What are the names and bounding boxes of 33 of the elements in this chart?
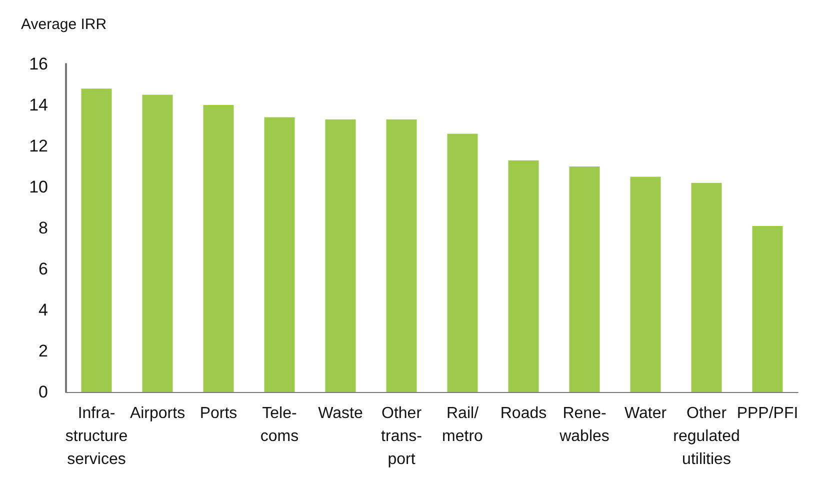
y-tick-label: 2 (38, 342, 48, 360)
bar (203, 105, 234, 392)
bar (264, 117, 295, 392)
x-tick-label: Roads (500, 405, 547, 422)
x-tick-label: Other trans- port (381, 405, 422, 468)
y-tick-label: 10 (29, 178, 48, 196)
x-tick-label: Ports (200, 405, 238, 422)
y-tick-label: 0 (38, 382, 48, 402)
x-tick-label: Rail/ metro (442, 405, 484, 445)
y-tick-label: 14 (29, 96, 48, 114)
bar (691, 182, 722, 392)
bar (752, 226, 783, 392)
bar (81, 88, 112, 392)
x-tick-label: Water (624, 405, 668, 422)
y-tick-label: 8 (38, 218, 48, 238)
y-tick-label: 4 (38, 300, 48, 320)
y-tick-label: 6 (38, 260, 48, 278)
bar (447, 134, 478, 392)
bar (325, 119, 356, 392)
x-tick-label: Infra- structure services (65, 405, 128, 468)
y-tick-label: 12 (29, 136, 48, 156)
bar (386, 119, 417, 392)
x-tick-label: Tele- coms (260, 405, 299, 445)
bar (569, 166, 600, 392)
bar (630, 176, 661, 392)
y-axis-title: Average IRR (21, 16, 107, 33)
x-tick-label: Rene- wables (558, 405, 610, 445)
x-tick-label: Waste (318, 405, 363, 422)
bar (508, 160, 539, 392)
bar (142, 94, 173, 392)
x-tick-label: PPP/PFI (736, 405, 798, 422)
y-tick-label: 16 (29, 54, 48, 74)
x-tick-label: Airports (130, 405, 186, 422)
